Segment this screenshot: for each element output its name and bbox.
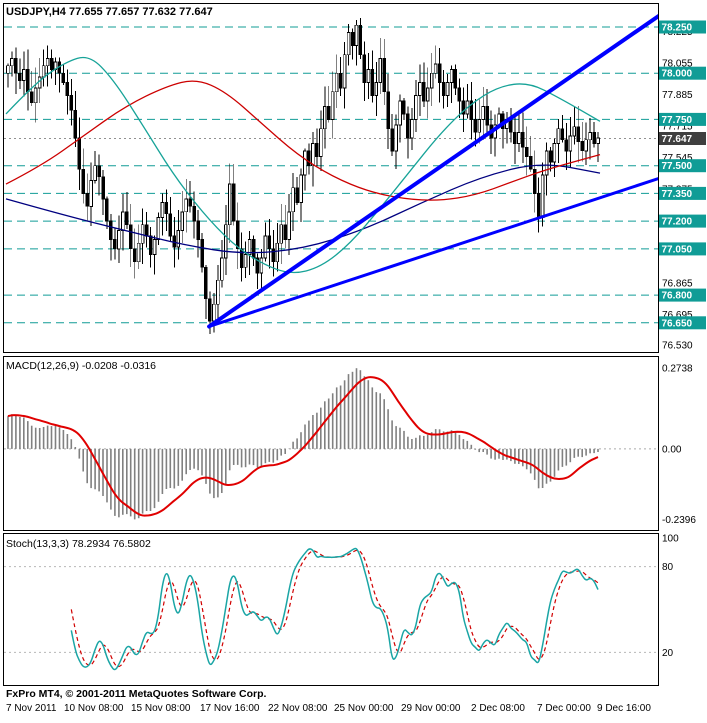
price-level-label: 78.250 (662, 23, 693, 34)
main-plot (4, 13, 660, 335)
main-panel-border (3, 3, 659, 353)
macd-panel-border (3, 356, 659, 531)
price-axis-tick: 78.055 (662, 59, 693, 70)
stoch-axis-tick: 20 (662, 648, 674, 659)
stoch-axis-tick: 100 (662, 534, 679, 545)
macd-histogram (7, 368, 599, 520)
price-level-label-box (659, 186, 706, 200)
price-axis-tick: 76.865 (662, 279, 693, 290)
macd-label: MACD(12,26,9) -0.0208 -0.0316 (6, 360, 156, 372)
price-level-label: 77.350 (662, 189, 693, 200)
price-level-label: 77.500 (662, 161, 693, 172)
time-axis-label: 2 Dec 08:00 (471, 703, 525, 714)
price-level-label-box (659, 214, 706, 228)
ma-line-teal (5, 56, 601, 274)
time-axis-label: 10 Nov 08:00 (64, 703, 124, 714)
ma-line-navy (5, 164, 601, 254)
price-level-label: 76.800 (662, 291, 693, 302)
time-axis-label: 22 Nov 08:00 (268, 703, 328, 714)
stoch-k-line (70, 547, 599, 671)
time-axis-label: 9 Dec 16:00 (597, 703, 651, 714)
copyright-text: FxPro MT4, © 2001-2011 MetaQuotes Softwa… (6, 688, 267, 700)
price-axis-tick: 77.545 (662, 153, 693, 164)
current-price-label-box (659, 132, 706, 145)
macd-signal-line (7, 376, 599, 517)
macd-axis-tick: 0.00 (662, 444, 682, 455)
price-level-label: 77.750 (662, 115, 693, 126)
price-axis-tick: 77.715 (662, 121, 693, 132)
price-axis-tick: 77.885 (662, 90, 693, 101)
price-level-label: 78.000 (662, 69, 693, 80)
price-level-label: 76.650 (662, 318, 693, 329)
current-price-label: 77.647 (662, 134, 693, 145)
price-level-label-box (659, 288, 706, 302)
price-level-label: 77.050 (662, 244, 693, 255)
chart-title: USDJPY,H4 77.655 77.657 77.632 77.647 (6, 6, 213, 18)
stoch-axis-tick: 80 (662, 562, 674, 573)
price-level-label-box (659, 66, 706, 80)
time-axis-label: 25 Nov 00:00 (334, 703, 394, 714)
price-level-label: 77.200 (662, 217, 693, 228)
time-axis-label: 7 Dec 00:00 (537, 703, 591, 714)
time-axis-label: 29 Nov 00:00 (401, 703, 461, 714)
macd-axis-tick: 0.2738 (662, 364, 693, 375)
stoch-label: Stoch(13,3,3) 78.2934 76.5802 (6, 538, 151, 550)
candlestick-series (6, 17, 600, 335)
ma-line-red (5, 80, 601, 201)
time-axis-label: 17 Nov 16:00 (200, 703, 260, 714)
trendline[interactable] (207, 177, 660, 328)
trendline[interactable] (207, 13, 660, 329)
price-level-label-box (659, 242, 706, 256)
price-level-label-box (659, 20, 706, 34)
price-axis-tick: 76.530 (662, 341, 693, 352)
macd-axis-tick: -0.2396 (662, 515, 696, 526)
price-level-label-box (659, 159, 706, 173)
price-level-label-box (659, 316, 706, 330)
time-axis-label: 15 Nov 08:00 (131, 703, 191, 714)
price-axis-tick: 76.695 (662, 310, 693, 321)
stoch-panel-border (3, 533, 659, 686)
price-level-label-box (659, 112, 706, 126)
time-axis-label: 7 Nov 2011 (6, 703, 57, 714)
